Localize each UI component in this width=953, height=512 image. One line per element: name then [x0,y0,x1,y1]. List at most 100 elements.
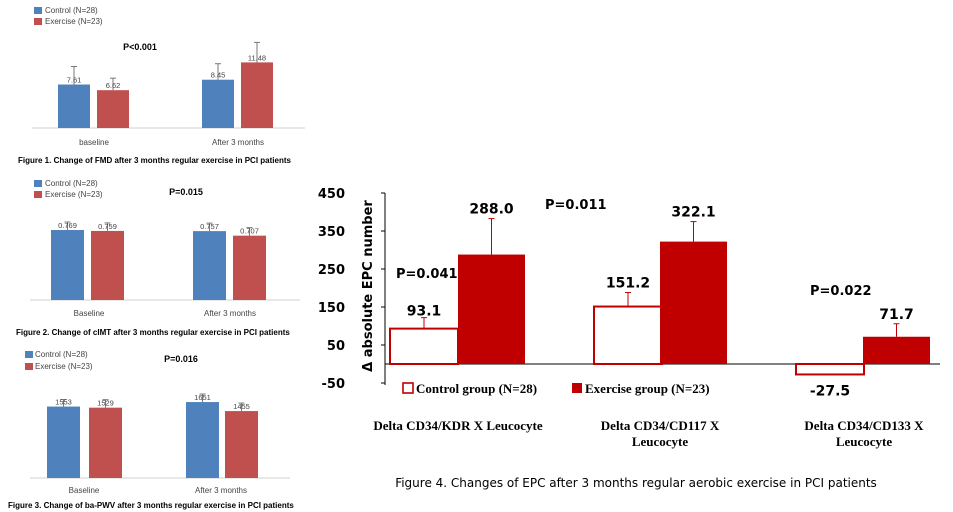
bar-control-2 [795,363,865,376]
data-label: 8.45 [211,71,226,80]
error-bar [246,227,253,236]
bar-control-1 [193,231,226,300]
bar-exercise-0 [458,254,525,364]
error-bar [215,63,221,80]
data-label: 288.0 [469,202,514,218]
category-label-baseline: Baseline [74,309,105,318]
y-tick-label: 350 [318,225,345,240]
figure-2-caption: Figure 2. Change of cIMT after 3 months … [16,328,290,337]
category-label-cd133: Delta CD34/CD133 X Leucocyte [804,418,924,449]
category-label-kdr: Delta CD34/KDR X Leucocyte [373,418,543,433]
legend-swatch-exercise [34,18,42,25]
error-bar [254,41,260,63]
data-label: 0.757 [200,222,219,231]
category-label-after: After 3 months [212,138,264,147]
error-bar [199,393,206,403]
figure-1: Control (N=28) Exercise (N=23) P<0.001 7… [18,6,305,165]
bar-group: 1553 1529 1651 1455 [47,393,258,478]
p-value-annotation: P<0.001 [123,42,157,52]
error-bar [206,222,213,232]
bar-exercise-1 [241,62,273,128]
p-value-annotation: P=0.016 [164,354,198,364]
category-label-baseline: baseline [79,138,109,147]
bar-control-1 [202,79,234,128]
data-label: 71.7 [879,307,914,323]
category-label-cd117: Delta CD34/CD117 X Leucocyte [601,418,720,449]
data-label: -27.5 [810,383,850,399]
data-label: 6.62 [106,81,121,90]
data-label: 7.61 [67,76,82,85]
bar-exercise-1 [660,241,727,364]
bar-control-0 [389,327,459,366]
data-label: 151.2 [606,276,650,292]
y-tick-label: 150 [318,301,345,316]
error-bar [71,66,77,85]
bar-group: 0.769 0.759 0.757 0.707 [51,221,266,300]
error-bar [893,323,900,337]
data-label: 1455 [233,402,250,411]
figure-1-caption: Figure 1. Change of FMD after 3 months r… [18,156,292,165]
data-label: 0.707 [240,227,259,236]
legend-swatch-control [25,351,33,358]
legend-control-label: Control (N=28) [45,6,98,15]
bar-exercise-1 [225,411,258,478]
p-value-annotation-cd133: P=0.022 [810,284,872,299]
p-value-annotation-cd117: P=0.011 [545,198,607,213]
bar-control-0 [47,406,80,478]
category-label-after: After 3 months [195,486,247,495]
error-bar [421,317,427,329]
error-bar [64,221,71,231]
error-bar [110,77,116,91]
error-bar [238,402,245,412]
legend-control-label: Control group (N=28) [416,381,537,396]
data-label: 0.759 [98,222,117,231]
bar-exercise-0 [89,407,122,478]
figure-3-caption: Figure 3. Change of ba-PWV after 3 month… [8,501,294,510]
y-tick-label: 450 [318,187,345,202]
legend-exercise-label: Exercise group (N=23) [585,381,710,396]
data-label: 93.1 [407,304,442,320]
bar-exercise-1 [233,235,266,300]
figure-4-caption: Figure 4. Changes of EPC after 3 months … [395,476,877,490]
legend-swatch-exercise [572,383,582,393]
error-bar [102,399,109,408]
category-label-after: After 3 months [204,309,256,318]
data-label: 0.769 [58,221,77,230]
bar-exercise-0 [97,90,129,128]
legend-swatch-exercise [34,191,42,198]
figure-2: Control (N=28) Exercise (N=23) P=0.015 0… [16,179,300,337]
legend-swatch-control [34,7,42,14]
data-label: 1553 [55,398,72,407]
legend-swatch-control [34,180,42,187]
legend-swatch-control [402,382,414,394]
error-bar [625,292,631,307]
category-label-baseline: Baseline [69,486,100,495]
error-bar [690,221,697,242]
legend-control-label: Control (N=28) [35,350,88,359]
y-tick-label: 50 [327,339,345,354]
bar-group: 7.61 6.62 8.45 11.48 [58,41,273,128]
y-ticks: 450 350 250 150 50 -50 [318,187,385,392]
data-label: 11.48 [248,53,266,62]
y-axis-label: Δ absolute EPC number [361,200,376,372]
data-label: 1529 [97,399,114,408]
error-bar [104,222,111,231]
bar-group: 93.1 288.0 151.2 322.1 -27.5 71.7 [389,202,930,399]
p-value-annotation: P=0.015 [169,187,203,197]
error-bar [488,218,495,255]
legend-exercise-label: Exercise (N=23) [45,17,103,26]
bar-control-1 [186,402,219,478]
data-label: 1651 [194,393,211,402]
legend-swatch-exercise [25,363,33,370]
error-bar [60,399,67,407]
p-value-annotation-kdr: P=0.041 [396,267,458,282]
bar-exercise-2 [863,336,930,364]
y-tick-label: -50 [322,377,346,392]
bar-exercise-0 [91,230,124,300]
bar-control-1 [593,305,663,366]
y-tick-label: 250 [318,263,345,278]
legend-exercise-label: Exercise (N=23) [35,362,93,371]
data-label: 322.1 [671,205,715,221]
legend-control-label: Control (N=28) [45,179,98,188]
